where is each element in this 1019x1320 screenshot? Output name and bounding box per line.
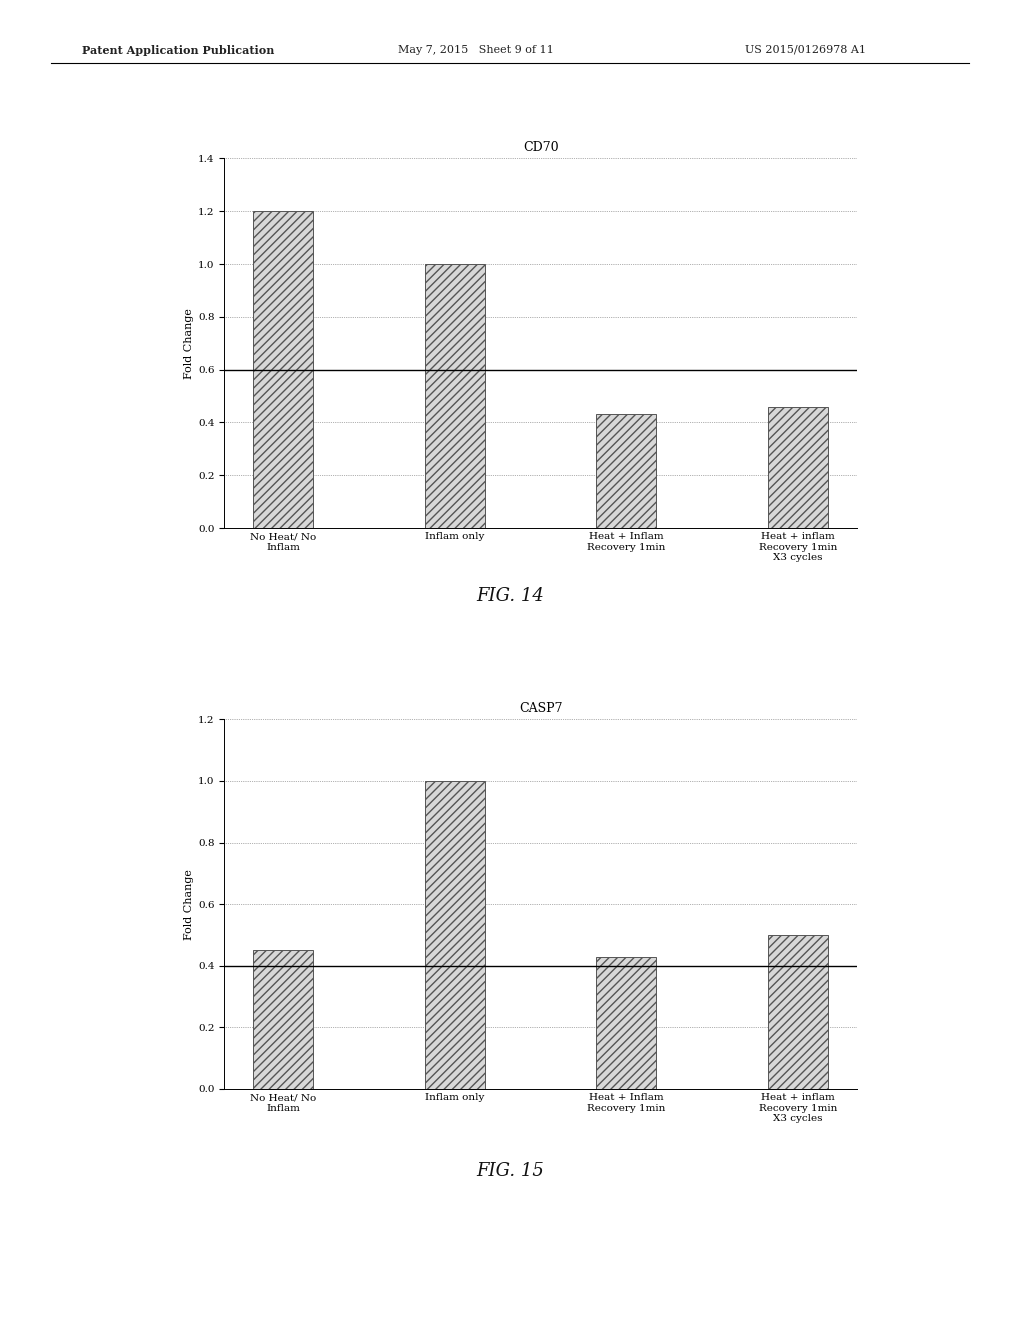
Text: FIG. 15: FIG. 15 bbox=[476, 1162, 543, 1180]
Bar bbox=[253, 950, 313, 1089]
Bar bbox=[253, 211, 313, 528]
Title: CD70: CD70 bbox=[523, 141, 557, 154]
Bar bbox=[424, 264, 484, 528]
Bar bbox=[596, 414, 656, 528]
Bar bbox=[767, 407, 827, 528]
Text: Patent Application Publication: Patent Application Publication bbox=[82, 45, 274, 55]
Y-axis label: Fold Change: Fold Change bbox=[183, 869, 194, 940]
Text: May 7, 2015   Sheet 9 of 11: May 7, 2015 Sheet 9 of 11 bbox=[397, 45, 553, 55]
Bar bbox=[596, 957, 656, 1089]
Text: FIG. 14: FIG. 14 bbox=[476, 587, 543, 606]
Y-axis label: Fold Change: Fold Change bbox=[183, 308, 194, 379]
Text: US 2015/0126978 A1: US 2015/0126978 A1 bbox=[744, 45, 865, 55]
Title: CASP7: CASP7 bbox=[519, 702, 561, 715]
Bar bbox=[767, 935, 827, 1089]
Bar bbox=[424, 781, 484, 1089]
